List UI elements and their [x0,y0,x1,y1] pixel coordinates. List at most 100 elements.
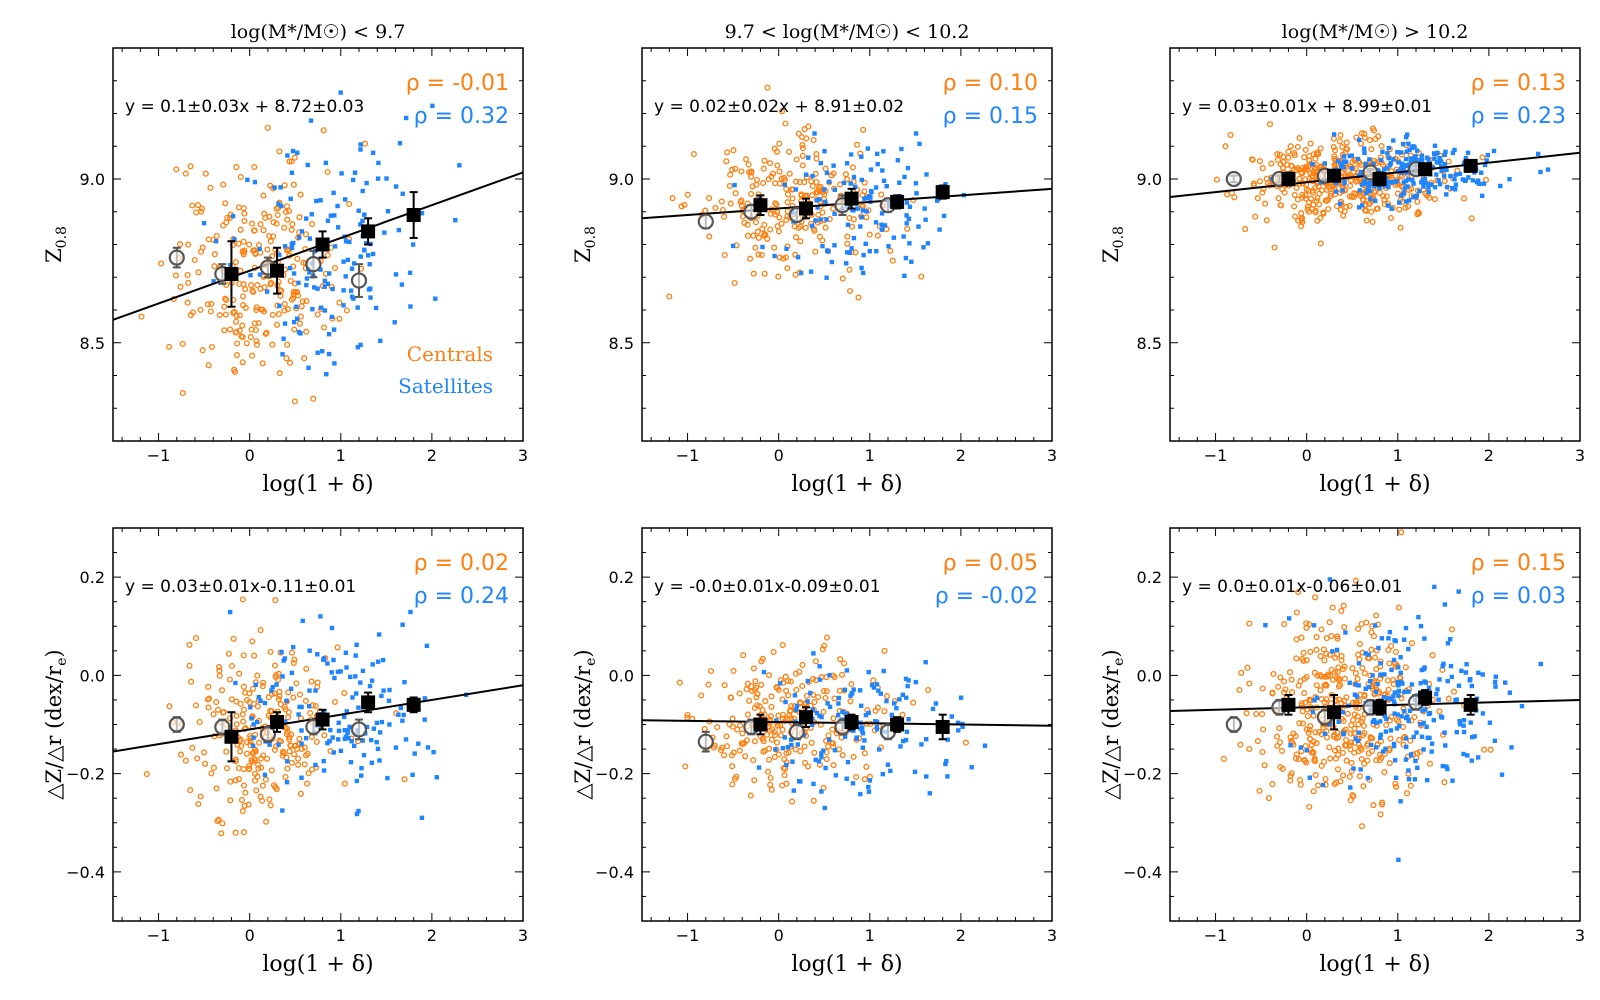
central-point [782,673,789,680]
central-point [729,781,736,788]
satellite-point [349,739,354,744]
central-point [1317,214,1324,222]
central-point [1385,646,1392,654]
central-point [177,241,184,248]
satellite-point [1349,166,1354,171]
satellite-point [331,750,336,755]
central-point [1313,634,1320,641]
central-point [276,148,283,155]
central-point [1274,151,1281,158]
central-point [1335,675,1343,682]
central-point [1263,175,1270,182]
satellite-point [1357,188,1363,193]
central-point [1340,666,1347,673]
central-point [1364,757,1371,764]
satellite-point [822,805,827,811]
satellite-point [1379,636,1384,641]
satellite-point [1357,205,1362,210]
satellite-point [1341,165,1346,170]
panel-title: log(M*/M☉) < 9.7 [231,21,406,43]
satellite-point [1421,747,1426,752]
central-point [182,170,189,177]
central-point [723,743,731,750]
satellite-point [822,149,827,154]
central-point [1400,190,1407,197]
binned-satellite-marker [1281,697,1296,712]
satellite-point [416,741,421,746]
central-point [1396,736,1403,744]
central-point [205,236,212,243]
central-point [1281,621,1288,628]
satellite-point [901,738,906,744]
central-point [263,818,270,825]
satellite-point [1422,636,1427,641]
y-tick-label: 0.2 [80,568,105,587]
x-tick-label: 1 [1393,926,1403,945]
satellite-point [902,174,907,180]
satellite-point [848,152,854,157]
central-point [750,665,757,672]
central-point [1279,165,1287,172]
binned-central-marker [697,733,714,750]
satellite-point [393,272,399,277]
satellite-point [845,222,851,227]
central-point [1318,626,1325,633]
central-point [285,207,293,215]
central-point [361,140,369,147]
central-point [1291,191,1298,199]
central-point [1312,184,1319,192]
central-point [759,225,766,232]
central-point [853,141,861,148]
central-point [255,320,262,327]
central-point [1322,673,1329,680]
satellite-point [370,251,376,257]
satellite-point [1442,162,1448,167]
satellite-point [1338,164,1344,169]
central-point [786,170,793,177]
central-point [226,676,233,683]
central-point [1330,135,1337,142]
satellite-point [361,752,367,758]
central-point [780,174,788,181]
central-point [1411,714,1418,721]
satellite-point [318,305,324,310]
x-tick-label: 0 [1302,446,1312,465]
satellite-point [1432,584,1437,590]
satellite-point [1406,718,1411,724]
satellite-point [1375,681,1380,687]
central-point [239,322,246,329]
satellite-point [289,170,295,175]
central-point [286,359,294,366]
satellite-point [1382,713,1387,718]
central-point [803,692,810,699]
central-point [1329,676,1337,683]
central-point [853,773,860,781]
central-point [761,270,768,277]
central-point [307,709,314,717]
satellite-point [1422,667,1427,672]
satellite-point [1403,625,1409,631]
satellite-point [318,614,323,619]
satellite-point [285,759,290,764]
satellite-point [913,679,918,685]
central-point [768,736,775,743]
central-point [267,648,274,655]
central-point [288,759,295,766]
central-point [847,698,854,705]
satellite-point [364,241,369,246]
satellite-point [1410,178,1415,183]
satellite-point [352,170,358,175]
central-point [1276,725,1283,732]
central-point [291,326,298,333]
satellite-point [1383,746,1388,751]
satellite-point [1405,170,1410,175]
central-point [770,648,777,656]
satellite-point [1376,645,1381,651]
central-point [1349,791,1356,799]
central-point [1313,151,1320,158]
satellite-point [368,295,373,300]
central-point [809,192,816,199]
satellite-point [873,185,879,190]
satellite-point [730,243,736,249]
satellite-point [289,245,295,251]
